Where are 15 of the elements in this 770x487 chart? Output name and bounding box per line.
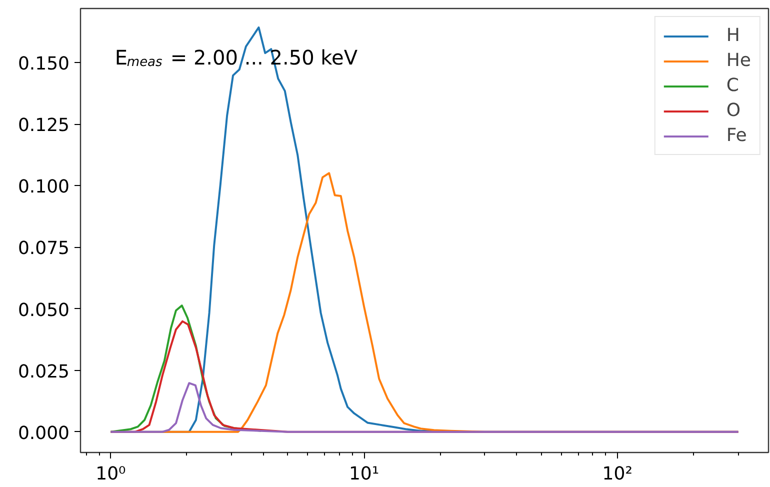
y-tick-label: 0.000: [18, 422, 70, 444]
y-tick-label: 0.025: [18, 361, 70, 382]
legend-label: He: [726, 50, 751, 71]
y-tick-label: 0.050: [18, 300, 70, 321]
legend-label: H: [726, 25, 741, 46]
x-tick-label: 10⁰: [96, 464, 126, 484]
y-tick-label: 0.075: [18, 238, 70, 260]
legend-label: Fe: [726, 125, 747, 146]
y-tick-label: 0.100: [18, 176, 70, 198]
legend-label: O: [726, 100, 742, 121]
legend-label: C: [726, 75, 740, 96]
x-tick-label: 10²: [602, 464, 632, 484]
y-tick-label: 0.125: [18, 115, 70, 136]
y-tick-label: 0.150: [18, 54, 70, 75]
x-tick-label: 10¹: [348, 464, 380, 484]
